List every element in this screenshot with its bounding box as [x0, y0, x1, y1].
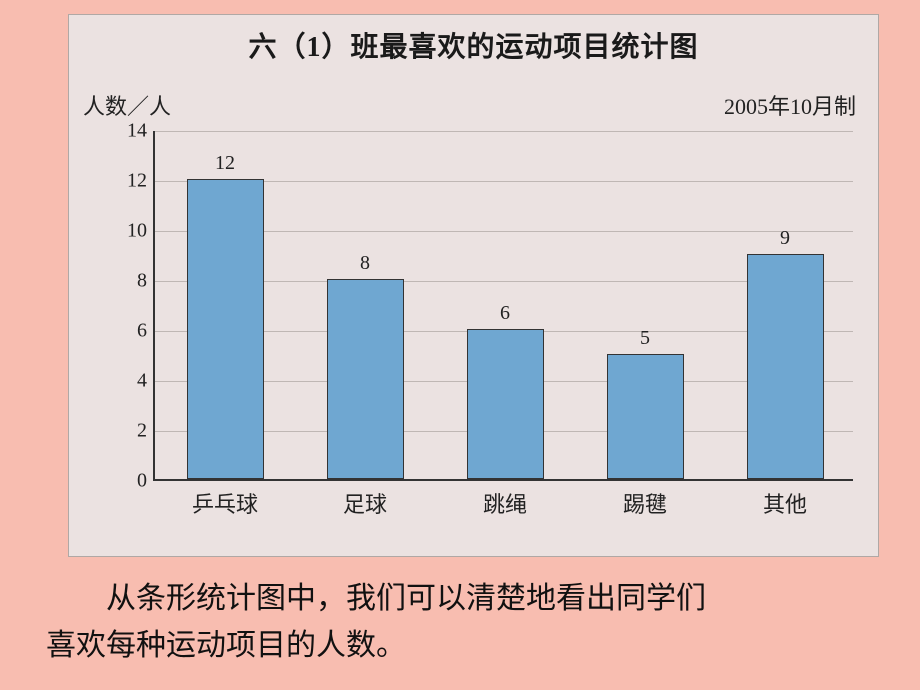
caption-text: 从条形统计图中，我们可以清楚地看出同学们 喜欢每种运动项目的人数。 — [46, 576, 866, 669]
bar: 5 — [607, 354, 684, 479]
y-tick-label: 2 — [111, 420, 147, 443]
x-category-label: 其他 — [763, 487, 807, 519]
bar-value-label: 12 — [188, 152, 263, 175]
y-tick-label: 10 — [111, 220, 147, 243]
chart-date-label: 2005年10月制 — [724, 89, 856, 121]
x-category-label: 踢毽 — [623, 487, 667, 519]
y-tick-label: 8 — [111, 270, 147, 293]
x-category-label: 足球 — [343, 487, 387, 519]
x-category-label: 跳绳 — [483, 487, 527, 519]
x-category-label: 乒乓球 — [192, 487, 258, 519]
y-tick-label: 6 — [111, 320, 147, 343]
bar: 9 — [747, 254, 824, 479]
chart-card: 六（1）班最喜欢的运动项目统计图 人数／人 2005年10月制 02468101… — [68, 14, 879, 557]
bar-value-label: 5 — [608, 327, 683, 350]
caption-line-2: 喜欢每种运动项目的人数。 — [46, 629, 406, 662]
gridline — [155, 131, 853, 132]
y-tick-label: 0 — [111, 470, 147, 493]
caption-line-1: 从条形统计图中，我们可以清楚地看出同学们 — [46, 576, 866, 623]
chart-title: 六（1）班最喜欢的运动项目统计图 — [69, 25, 878, 65]
y-tick-label: 14 — [111, 120, 147, 143]
bar-value-label: 8 — [328, 252, 403, 275]
y-tick-label: 4 — [111, 370, 147, 393]
chart-plot-area: 0246810121412乒乓球8足球6跳绳5踢毽9其他 — [153, 131, 853, 481]
bar: 6 — [467, 329, 544, 479]
bar: 8 — [327, 279, 404, 479]
bar-value-label: 9 — [748, 227, 823, 250]
bar-value-label: 6 — [468, 302, 543, 325]
y-tick-label: 12 — [111, 170, 147, 193]
y-axis-label: 人数／人 — [83, 89, 171, 121]
bar: 12 — [187, 179, 264, 479]
